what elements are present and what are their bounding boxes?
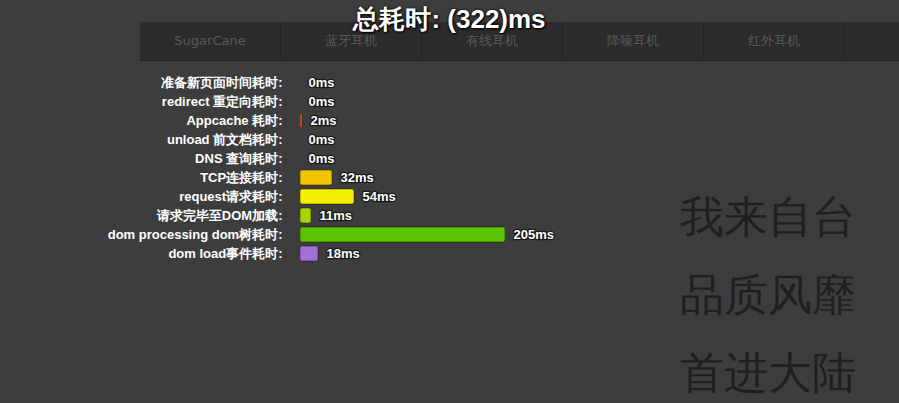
html-text:品质风靡: 品质风靡: [680, 269, 856, 320]
html-text:有线耳机: 有线耳机: [466, 33, 518, 48]
svg-text:205ms: 205ms: [514, 227, 554, 242]
svg-text:0ms: 0ms: [309, 132, 335, 147]
svg-text:请求完毕至DOM加载:: 请求完毕至DOM加载:: [156, 208, 283, 223]
svg-text:54ms: 54ms: [363, 189, 396, 204]
html-text:SugarCane: SugarCane: [174, 33, 246, 48]
svg-text:redirect 重定向耗时:: redirect 重定向耗时:: [162, 94, 283, 109]
html-text:红外耳机: 红外耳机: [748, 33, 800, 48]
svg-text:unload 前文档耗时:: unload 前文档耗时:: [167, 132, 283, 147]
html-text:我来自台: 我来自台: [680, 191, 856, 242]
svg-text:DNS 查询耗时:: DNS 查询耗时:: [195, 151, 282, 166]
svg-text:TCP连接耗时:: TCP连接耗时:: [200, 170, 282, 185]
svg-text:11ms: 11ms: [320, 208, 353, 223]
html-text:首进大陆: 首进大陆: [680, 347, 856, 398]
html-text:蓝牙耳机: 蓝牙耳机: [325, 33, 377, 48]
svg-text:0ms: 0ms: [309, 94, 335, 109]
svg-text:准备新页面时间耗时:: 准备新页面时间耗时:: [161, 75, 282, 90]
svg-text:dom load事件耗时:: dom load事件耗时:: [168, 246, 282, 261]
svg-text:2ms: 2ms: [311, 113, 337, 128]
html-text:降噪耳机: 降噪耳机: [607, 33, 659, 48]
svg-text:Appcache 耗时:: Appcache 耗时:: [186, 113, 282, 128]
svg-text:0ms: 0ms: [309, 75, 335, 90]
html-text:总耗时: (322)ms: 总耗时: (322)ms: [353, 4, 546, 34]
svg-text:request请求耗时:: request请求耗时:: [179, 189, 282, 204]
svg-text:18ms: 18ms: [327, 246, 360, 261]
svg-text:dom processing dom树耗时:: dom processing dom树耗时:: [108, 227, 283, 242]
svg-text:0ms: 0ms: [309, 151, 335, 166]
svg-text:32ms: 32ms: [341, 170, 374, 185]
